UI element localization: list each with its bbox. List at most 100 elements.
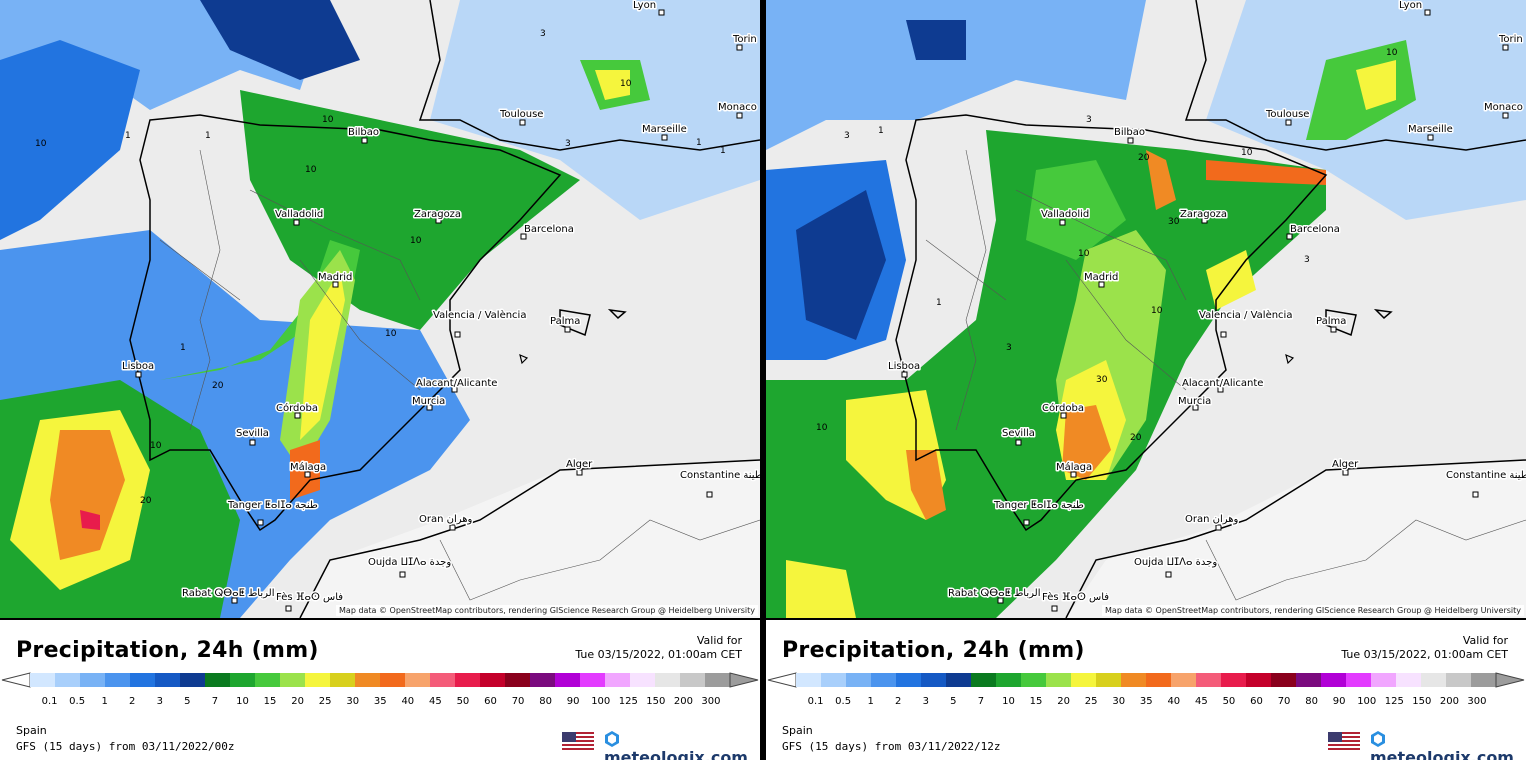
contour-label: 10 <box>385 329 397 339</box>
precipitation-map[interactable]: 3 1 3 10 20 30 10 10 10 3 30 20 10 3 1 <box>766 0 1526 620</box>
city-label: Murcia <box>1178 396 1211 407</box>
city-label: Lisboa <box>122 361 154 372</box>
legend-swatch <box>1346 673 1372 687</box>
legend-tick-label: 90 <box>566 696 580 707</box>
legend-swatch <box>580 673 606 687</box>
city-label: Torin <box>732 34 757 45</box>
legend-swatch <box>430 673 456 687</box>
city-label: Madrid <box>318 272 352 283</box>
color-legend <box>767 672 1525 688</box>
contour-label: 1 <box>696 138 702 148</box>
legend-swatch <box>255 673 281 687</box>
city-label: Valladolid <box>1041 209 1089 220</box>
legend-tick-label: 10 <box>236 696 249 707</box>
brand-logo[interactable]: meteologix.com <box>1370 729 1526 760</box>
contour-label: 1 <box>180 343 186 353</box>
legend-tick-label: 125 <box>618 696 638 707</box>
legend-swatch <box>846 673 872 687</box>
map-canvas: 3 1 3 10 20 30 10 10 10 3 30 20 10 3 1 <box>766 0 1526 618</box>
meteologix-logo-icon <box>1371 731 1385 747</box>
legend-swatch <box>796 673 822 687</box>
city-label: Alger <box>566 459 593 470</box>
legend-tick-label: 50 <box>456 696 470 707</box>
legend-swatch <box>105 673 131 687</box>
contour-label: 10 <box>305 165 317 175</box>
contour-label: 1 <box>878 126 884 136</box>
legend-swatch <box>1221 673 1247 687</box>
city-label: Barcelona <box>1290 224 1340 235</box>
legend-tick-label: 5 <box>184 696 191 707</box>
legend-swatch <box>505 673 531 687</box>
legend-tick-label: 60 <box>484 696 497 707</box>
legend-tick-label: 200 <box>673 696 693 707</box>
legend-tick-label: 70 <box>1277 696 1291 707</box>
city-label: Murcia <box>412 396 445 407</box>
legend-tick-label: 90 <box>1332 696 1346 707</box>
legend-tick-label: 30 <box>346 696 360 707</box>
legend-swatch <box>30 673 56 687</box>
legend-swatch <box>455 673 481 687</box>
city-label: Lisboa <box>888 361 920 372</box>
city-label: Oran وهران <box>419 514 473 525</box>
contour-label: 10 <box>1151 306 1163 316</box>
legend-tick-label: 25 <box>318 696 332 707</box>
legend-tick-label: 25 <box>1084 696 1098 707</box>
city-label: Tanger ⵟⴰⵏⵊⴰ طنجة <box>993 500 1084 511</box>
precipitation-map[interactable]: 1 1 1 3 10 10 10 10 10 10 20 20 1 1 3 10 <box>0 0 760 620</box>
city-label: Oran وهران <box>1185 514 1239 525</box>
legend-tick-label: 3 <box>922 696 929 707</box>
meteologix-logo-icon <box>605 731 619 747</box>
contour-label: 10 <box>1386 48 1398 58</box>
legend-tick-label: 0.1 <box>807 696 824 707</box>
legend-tick-label: 1 <box>867 696 874 707</box>
contour-label: 3 <box>565 139 571 149</box>
legend-tick-label: 15 <box>263 696 277 707</box>
us-flag-icon[interactable] <box>562 732 594 750</box>
contour-label: 3 <box>1304 255 1310 265</box>
legend-tick-label: 0.1 <box>41 696 58 707</box>
city-markers <box>901 9 1509 612</box>
legend-tick-label: 35 <box>1139 696 1153 707</box>
city-label: Málaga <box>1056 461 1092 473</box>
legend-swatch <box>305 673 331 687</box>
legend-swatch <box>680 673 706 687</box>
legend-swatch <box>821 673 847 687</box>
contour-label: 3 <box>1086 115 1092 125</box>
contour-label: 10 <box>1241 148 1253 158</box>
legend-swatch <box>1296 673 1322 687</box>
legend-arrow-left <box>1 672 31 688</box>
legend-swatch <box>605 673 631 687</box>
city-label: Fès ⴼⴰⵙ فاس <box>1042 591 1109 603</box>
contour-label: 10 <box>816 423 828 433</box>
city-label: Zaragoza <box>414 209 461 220</box>
legend-swatch <box>1321 673 1347 687</box>
legend-swatch <box>205 673 231 687</box>
legend-swatch <box>630 673 656 687</box>
legend-tick-label: 35 <box>373 696 387 707</box>
legend-tick-label: 15 <box>1029 696 1043 707</box>
contour-label: 20 <box>1130 433 1142 443</box>
forecast-panel-12z: 3 1 3 10 20 30 10 10 10 3 30 20 10 3 1 <box>766 0 1526 760</box>
legend-swatch <box>1171 673 1197 687</box>
city-label: Alacant/Alicante <box>416 378 497 389</box>
valid-datetime: Tue 03/15/2022, 01:00am CET <box>1341 648 1508 661</box>
city-label: Oujda ⵡⵊⴷⴰ وجدة <box>1134 557 1217 568</box>
legend-swatch <box>1246 673 1272 687</box>
city-label: Palma <box>550 316 580 327</box>
legend-tick-label: 200 <box>1439 696 1459 707</box>
brand-logo[interactable]: meteologix.com <box>604 729 760 760</box>
city-label: Sevilla <box>1002 428 1035 439</box>
legend-tick-label: 60 <box>1250 696 1263 707</box>
city-label: Fès ⴼⴰⵙ فاس <box>276 591 343 603</box>
legend-swatch <box>996 673 1022 687</box>
legend-swatch <box>355 673 381 687</box>
map-footer: Precipitation, 24h (mm) Valid for Tue 03… <box>0 620 760 760</box>
city-label: Constantine قسنطينة <box>1446 470 1526 481</box>
legend-bar <box>1 672 759 688</box>
us-flag-icon[interactable] <box>1328 732 1360 750</box>
city-label: Monaco <box>718 102 757 113</box>
map-title: Precipitation, 24h (mm) <box>782 638 1085 663</box>
map-canvas: 1 1 1 3 10 10 10 10 10 10 20 20 1 1 3 10 <box>0 0 760 618</box>
legend-tick-label: 7 <box>977 696 985 707</box>
city-label: Palma <box>1316 316 1346 327</box>
